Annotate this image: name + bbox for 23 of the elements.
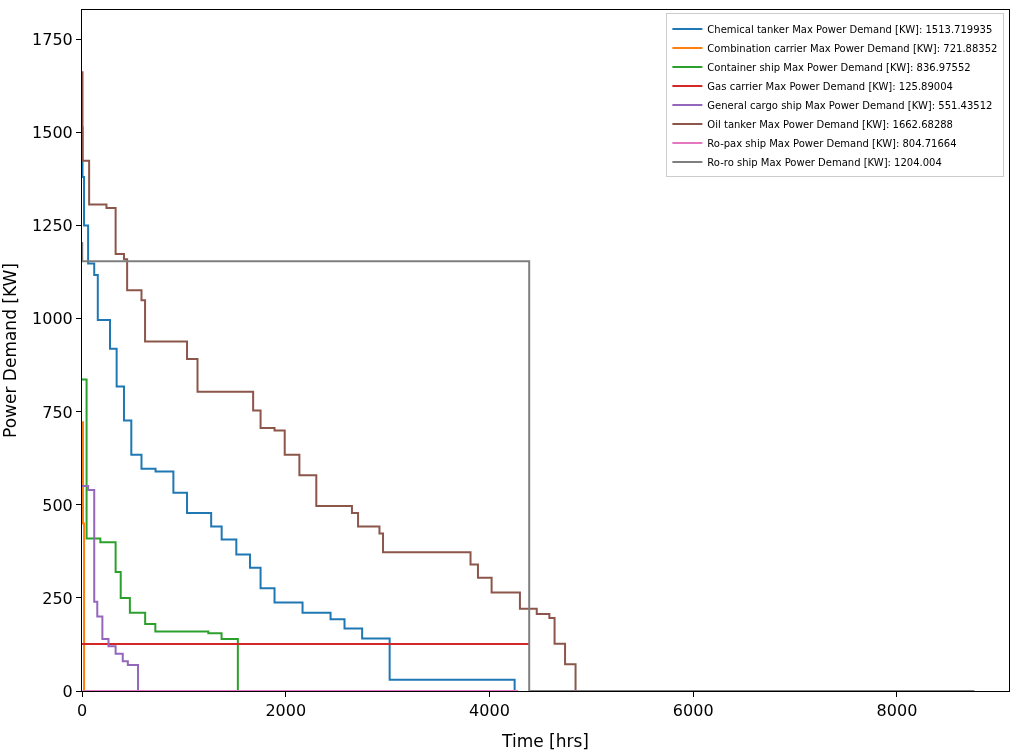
x-tick-label: 0 — [76, 701, 88, 721]
legend-label: Container ship Max Power Demand [KW]: 836.97552 — [707, 61, 971, 73]
legend-label: General cargo ship Max Power Demand [KW]: 551.43512 — [707, 99, 993, 111]
legend-label: Ro-pax ship Max Power Demand [KW]: 804.71664 — [707, 137, 957, 149]
y-tick-label: 1750 — [32, 30, 73, 50]
x-tick-label: 2000 — [265, 701, 307, 721]
x-tick-label: 8000 — [876, 701, 918, 721]
y-tick-label: 750 — [42, 402, 73, 422]
legend-label: Ro-ro ship Max Power Demand [KW]: 1204.004 — [707, 156, 942, 168]
x-tick-label: 4000 — [469, 701, 510, 721]
legend-label: Combination carrier Max Power Demand [KW]: 721.88352 — [707, 42, 998, 54]
y-tick-label: 0 — [62, 681, 73, 701]
x-tick-label: 6000 — [672, 701, 714, 721]
y-tick-label: 1000 — [32, 309, 73, 329]
y-tick-label: 1500 — [32, 123, 73, 143]
y-tick-label: 250 — [42, 588, 73, 608]
x-axis-title: Time [hrs] — [501, 730, 589, 751]
legend-label: Chemical tanker Max Power Demand [KW]: 1513.719935 — [707, 23, 993, 35]
legend-label: Gas carrier Max Power Demand [KW]: 125.89004 — [707, 80, 953, 92]
y-axis-title: Power Demand [KW] — [0, 263, 20, 438]
y-tick-label: 500 — [42, 495, 73, 515]
y-tick-label: 1250 — [32, 216, 73, 236]
legend-label: Oil tanker Max Power Demand [KW]: 1662.68288 — [707, 118, 953, 130]
